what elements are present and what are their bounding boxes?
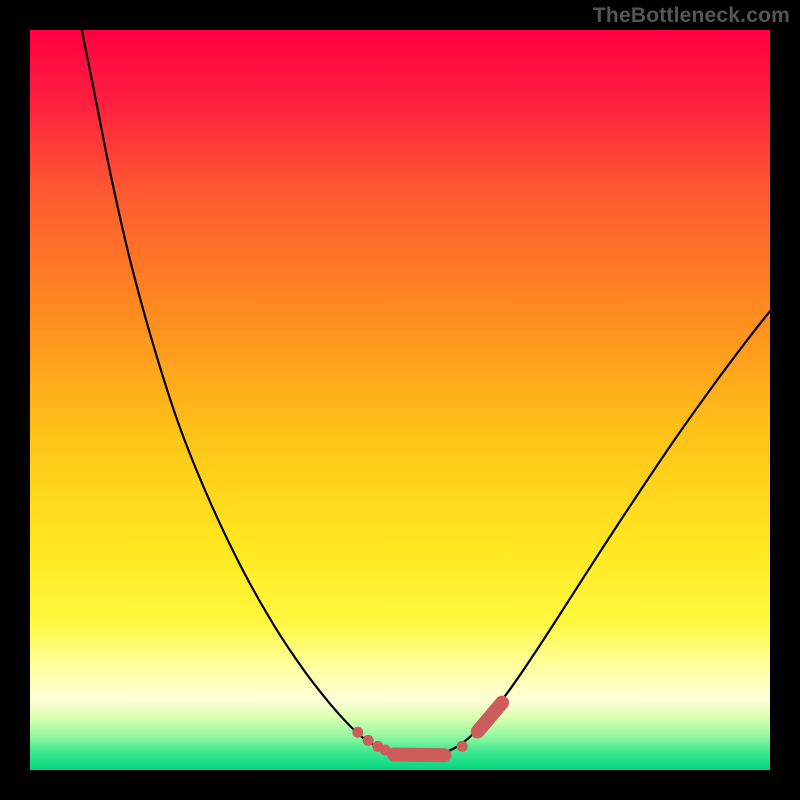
plot-background	[30, 30, 770, 770]
attribution-label: TheBottleneck.com	[593, 4, 790, 28]
chart-svg	[0, 0, 800, 800]
figure-root: TheBottleneck.com	[0, 0, 800, 800]
